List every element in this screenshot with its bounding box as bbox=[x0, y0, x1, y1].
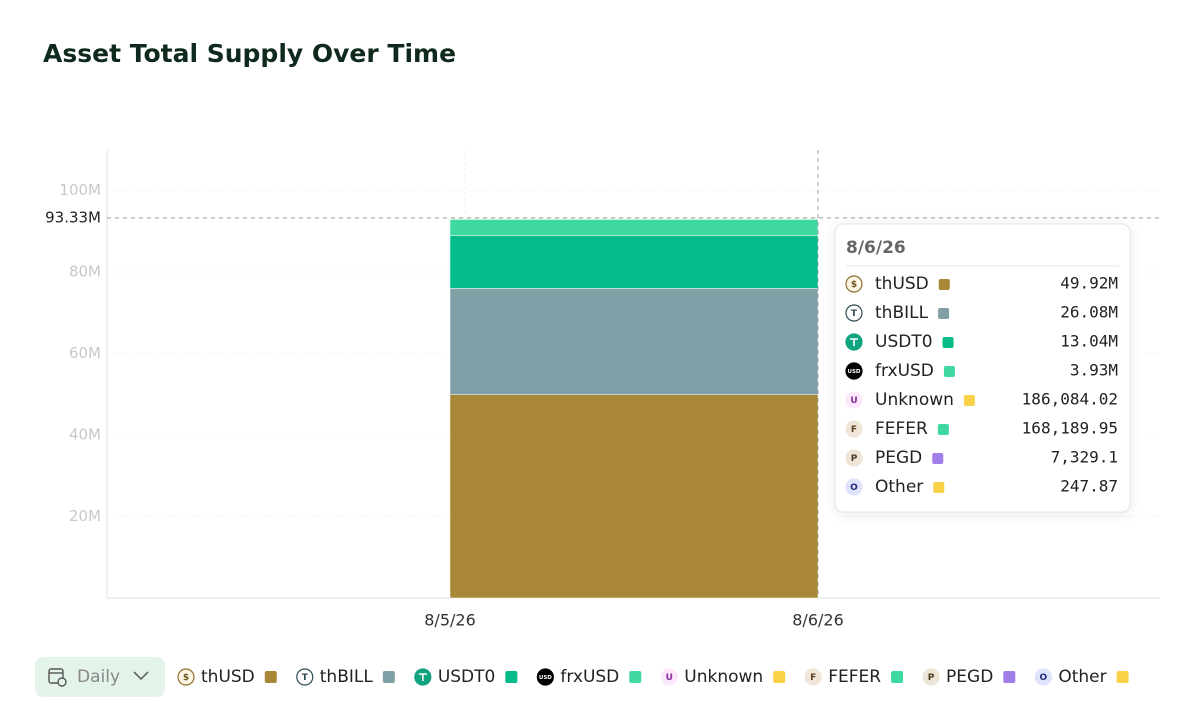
series-icon bbox=[845, 478, 863, 496]
y-tick-label: 20M bbox=[69, 507, 101, 525]
tooltip-swatch bbox=[942, 337, 954, 348]
tooltip-value: 13.04M bbox=[1060, 332, 1118, 351]
series-icon-text: $ bbox=[851, 280, 857, 290]
tooltip-date: 8/6/26 bbox=[846, 238, 906, 258]
series-icon bbox=[845, 420, 863, 438]
series-icon-glyph bbox=[418, 673, 427, 681]
tooltip-box bbox=[834, 223, 1131, 513]
tooltip-value: 247.87 bbox=[1060, 477, 1118, 496]
bar-segment bbox=[449, 394, 819, 599]
legend-label: USDT0 bbox=[438, 667, 496, 687]
legend-swatch bbox=[891, 671, 904, 683]
tooltip-swatch bbox=[938, 279, 950, 290]
series-icon bbox=[1034, 668, 1052, 686]
series-icon-text: T bbox=[302, 673, 309, 683]
series-icon-text: P bbox=[928, 673, 935, 683]
legend-item[interactable]: F FEFER bbox=[804, 667, 904, 687]
dropdown-chevron bbox=[133, 671, 149, 681]
series-icon bbox=[845, 449, 863, 467]
bar-segment bbox=[449, 235, 819, 289]
tooltip-swatch bbox=[938, 308, 950, 319]
tooltip-swatch bbox=[963, 395, 975, 406]
tooltip-value: 26.08M bbox=[1060, 303, 1118, 322]
legend-swatch bbox=[382, 671, 395, 683]
legend-label: Other bbox=[1058, 667, 1106, 687]
series-icon bbox=[177, 668, 195, 686]
calendar-icon bbox=[48, 668, 67, 687]
series-icon bbox=[536, 668, 554, 686]
legend-item[interactable]: U Unknown bbox=[660, 667, 786, 687]
series-icon-text: P bbox=[851, 454, 858, 464]
tooltip-swatch bbox=[943, 366, 955, 377]
tooltip-swatch bbox=[937, 424, 949, 435]
series-icon bbox=[660, 668, 678, 686]
tooltip-series-name: FEFER bbox=[875, 419, 928, 439]
series-icon bbox=[922, 668, 940, 686]
interval-dropdown[interactable] bbox=[35, 657, 165, 697]
series-icon-text: F bbox=[810, 673, 816, 683]
interval-label[interactable]: Daily bbox=[77, 667, 120, 687]
series-icon-text: U bbox=[850, 396, 857, 406]
tooltip-series-name: PEGD bbox=[875, 448, 922, 468]
series-icon-text: O bbox=[850, 483, 858, 493]
tooltip-series-name: thUSD bbox=[875, 274, 929, 294]
legend-swatch bbox=[505, 671, 518, 683]
series-icon-text: F bbox=[851, 425, 857, 435]
legend-item[interactable]: $ thUSD bbox=[177, 667, 277, 687]
legend-swatch bbox=[773, 671, 786, 683]
tooltip-value: 7,329.1 bbox=[1051, 448, 1118, 467]
chart-title: Asset Total Supply Over Time bbox=[43, 39, 456, 68]
series-icon bbox=[804, 668, 822, 686]
legend-item[interactable]: O Other bbox=[1034, 667, 1129, 687]
bar-segment bbox=[449, 219, 819, 236]
crosshair-label: 93.33M bbox=[45, 208, 101, 226]
series-icon-text: USD bbox=[848, 369, 861, 375]
tooltip-series-name: USDT0 bbox=[875, 332, 933, 352]
tooltip-value: 168,189.95 bbox=[1022, 419, 1118, 438]
series-icon bbox=[845, 391, 863, 409]
series-icon-text: T bbox=[851, 309, 858, 319]
legend-label: thUSD bbox=[201, 667, 255, 687]
series-icon-text: $ bbox=[183, 673, 189, 683]
series-icon-glyph bbox=[850, 338, 858, 346]
legend-item[interactable]: P PEGD bbox=[922, 667, 1016, 687]
tooltip-series-name: Other bbox=[875, 477, 923, 497]
legend-label: Unknown bbox=[684, 667, 763, 687]
series-icon-text: U bbox=[666, 673, 673, 683]
tooltip-series-name: thBILL bbox=[875, 303, 929, 323]
y-tick-label: 60M bbox=[69, 344, 101, 362]
tooltip-swatch bbox=[932, 453, 944, 464]
legend-item[interactable]: USD frxUSD bbox=[536, 667, 642, 687]
tooltip-series-name: Unknown bbox=[875, 390, 954, 410]
legend-swatch bbox=[264, 671, 277, 683]
legend-label: frxUSD bbox=[560, 667, 619, 687]
y-tick-label: 100M bbox=[59, 181, 101, 199]
series-icon-text: USD bbox=[539, 675, 552, 681]
tooltip-value: 49.92M bbox=[1060, 274, 1118, 293]
tooltip-value: 186,084.02 bbox=[1022, 390, 1118, 409]
series-icon bbox=[296, 668, 314, 686]
legend-swatch bbox=[1003, 671, 1016, 683]
legend-item[interactable]: USDT0 bbox=[414, 667, 518, 687]
series-icon bbox=[845, 275, 863, 293]
y-tick-label: 80M bbox=[69, 263, 101, 281]
series-icon-text: O bbox=[1039, 673, 1047, 683]
legend-label: thBILL bbox=[320, 667, 374, 687]
legend-swatch bbox=[629, 671, 642, 683]
legend-label: PEGD bbox=[946, 667, 993, 687]
x-tick-label: 8/6/26 bbox=[792, 611, 844, 630]
bar-segment bbox=[449, 288, 819, 395]
tooltip: 8/6/26 $ thUSD 49.92M T thBILL 26.08M USDT0 13.0… bbox=[834, 223, 1131, 513]
series-icon bbox=[845, 304, 863, 322]
tooltip-series-name: frxUSD bbox=[875, 361, 934, 381]
legend-swatch bbox=[1116, 671, 1129, 683]
x-tick-label: 8/5/26 bbox=[424, 611, 476, 630]
y-tick-label: 40M bbox=[69, 426, 101, 444]
tooltip-value: 3.93M bbox=[1070, 361, 1118, 380]
legend-label: FEFER bbox=[828, 667, 881, 687]
tooltip-swatch bbox=[933, 482, 945, 493]
series-icon bbox=[845, 362, 863, 380]
